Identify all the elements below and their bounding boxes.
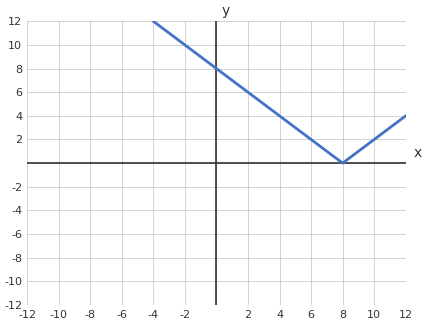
Text: y: y <box>221 4 230 18</box>
Text: x: x <box>414 145 422 160</box>
